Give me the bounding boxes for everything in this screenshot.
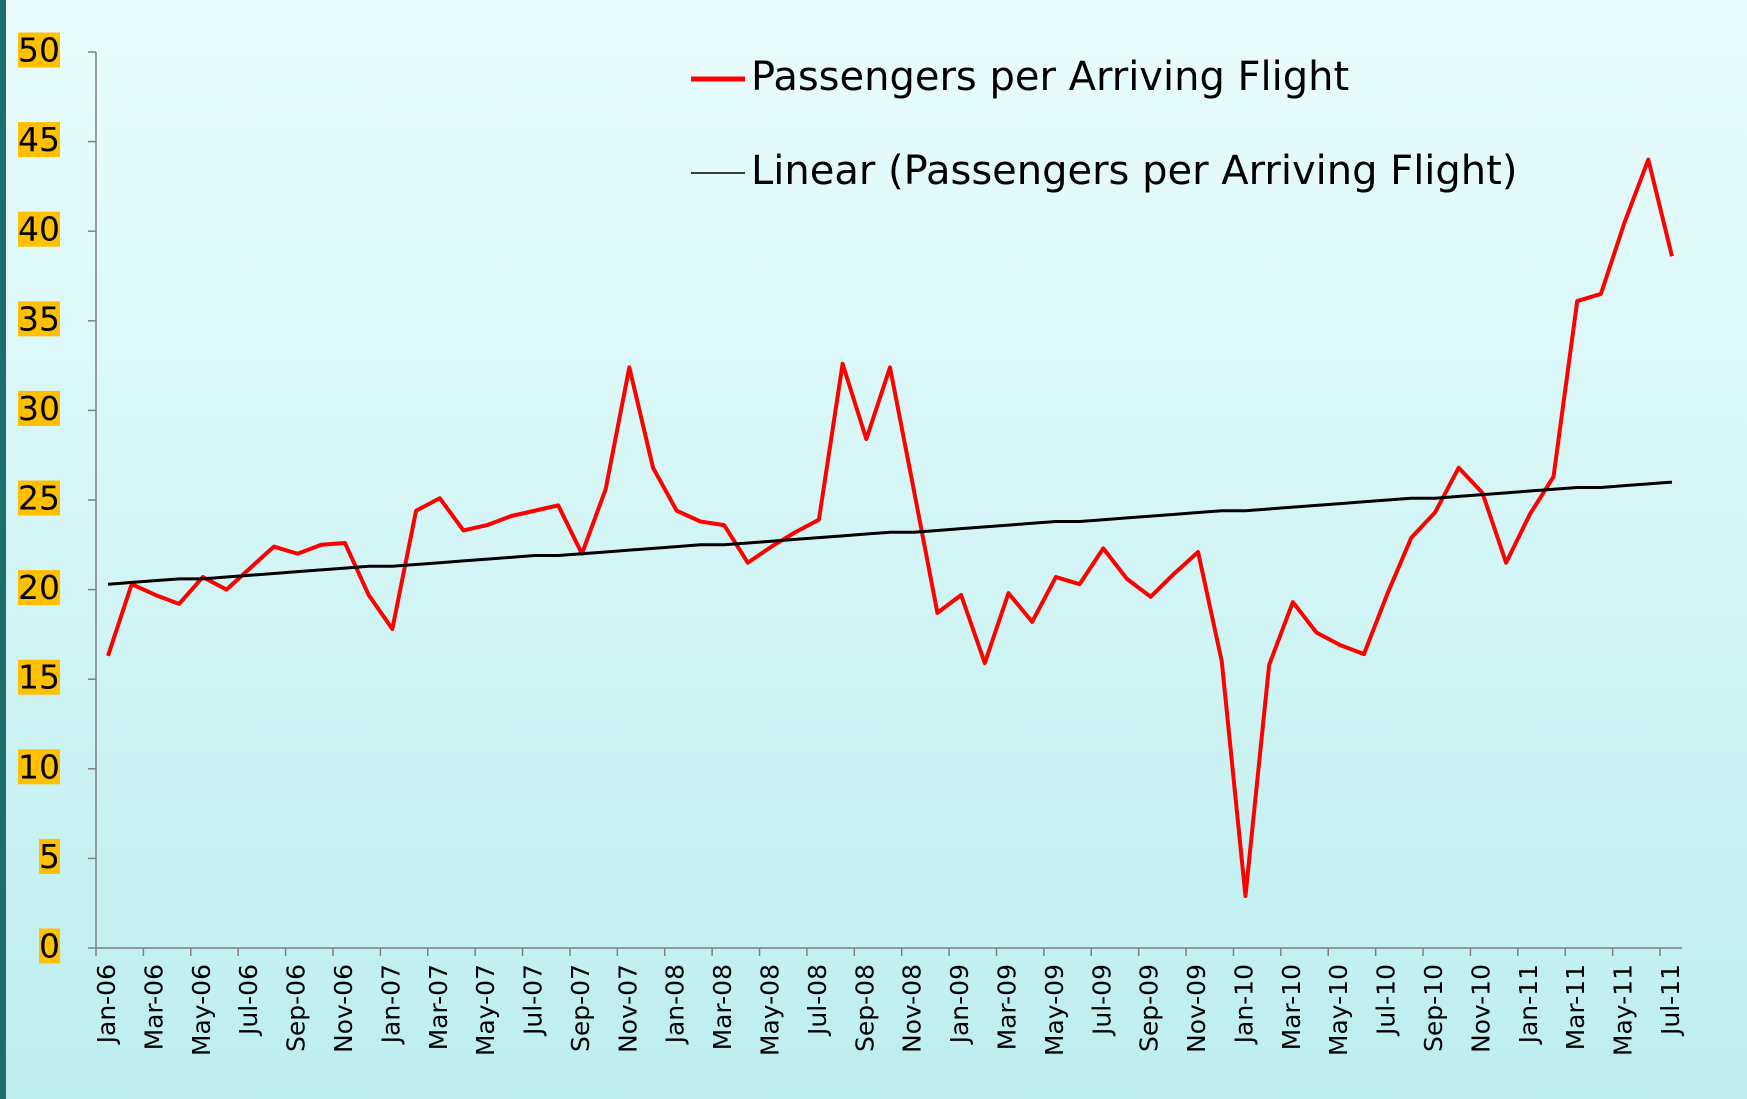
x-tick-label: Mar-07 [424, 964, 453, 1050]
x-tick-label: Jan-09 [945, 964, 974, 1045]
x-tick-label: Jul-09 [1087, 964, 1116, 1037]
y-tick-label: 0 [39, 927, 60, 966]
x-tick-label: Mar-10 [1277, 964, 1306, 1050]
y-tick-label: 5 [39, 837, 60, 876]
x-tick-label: Sep-09 [1135, 964, 1164, 1052]
x-tick-label: Sep-10 [1419, 964, 1448, 1052]
x-tick-label: Jul-06 [234, 964, 263, 1037]
x-tick-label: Jan-10 [1229, 964, 1258, 1045]
x-tick-label: Jan-07 [376, 964, 405, 1045]
x-tick-label: Sep-06 [282, 964, 311, 1052]
left-edge [0, 0, 6, 1099]
x-tick-label: Jul-07 [519, 964, 548, 1037]
legend-label: Linear (Passengers per Arriving Flight) [751, 148, 1517, 194]
x-tick-label: Mar-11 [1561, 964, 1590, 1050]
x-tick-label: Mar-09 [992, 964, 1021, 1050]
y-tick-label: 30 [18, 389, 60, 428]
y-tick-label: 35 [18, 299, 60, 338]
x-tick-label: Jan-08 [661, 964, 690, 1045]
x-tick-label: Jul-10 [1372, 964, 1401, 1037]
y-tick-label-bg [18, 211, 60, 247]
legend-label: Passengers per Arriving Flight [751, 54, 1349, 100]
y-tick-label-bg [18, 570, 60, 606]
x-tick-label: Jul-08 [803, 964, 832, 1037]
x-tick-label: May-09 [1040, 964, 1069, 1056]
x-tick-label: May-08 [756, 964, 785, 1056]
y-tick-label: 45 [18, 120, 60, 159]
x-tick-label: Mar-08 [708, 964, 737, 1050]
x-tick-label: May-07 [471, 964, 500, 1056]
y-tick-label: 50 [18, 31, 60, 70]
y-tick-label: 40 [18, 210, 60, 249]
x-tick-label: Nov-08 [898, 964, 927, 1053]
y-tick-label-bg [18, 301, 60, 337]
x-tick-label: Nov-10 [1466, 964, 1495, 1053]
y-tick-label: 20 [18, 568, 60, 607]
series-line [107, 480, 1673, 586]
y-tick-label-bg [18, 390, 60, 426]
x-tick-label: Sep-07 [566, 964, 595, 1052]
x-tick-label: Jan-11 [1514, 964, 1543, 1045]
y-tick-label-bg [18, 122, 60, 158]
y-tick-label-bg [18, 749, 60, 785]
y-tick-label-bg [18, 480, 60, 516]
y-tick-label: 15 [18, 658, 60, 697]
x-tick-label: May-06 [187, 964, 216, 1056]
y-tick-label: 25 [18, 479, 60, 518]
x-tick-label: May-10 [1324, 964, 1353, 1056]
y-tick-label-bg [18, 659, 60, 695]
y-tick-label: 10 [18, 747, 60, 786]
x-tick-label: Jul-11 [1656, 964, 1685, 1037]
y-tick-label-bg [18, 32, 60, 68]
x-tick-label: Nov-06 [329, 964, 358, 1053]
series-line [106, 157, 1674, 899]
x-tick-label: Mar-06 [139, 964, 168, 1050]
x-tick-label: Sep-08 [850, 964, 879, 1052]
x-tick-label: May-11 [1609, 964, 1638, 1056]
x-tick-label: Nov-09 [1182, 964, 1211, 1053]
y-tick-label-bg [39, 928, 60, 964]
x-tick-label: Nov-07 [613, 964, 642, 1053]
x-tick-label: Jan-06 [92, 964, 121, 1045]
y-tick-label-bg [39, 838, 60, 874]
